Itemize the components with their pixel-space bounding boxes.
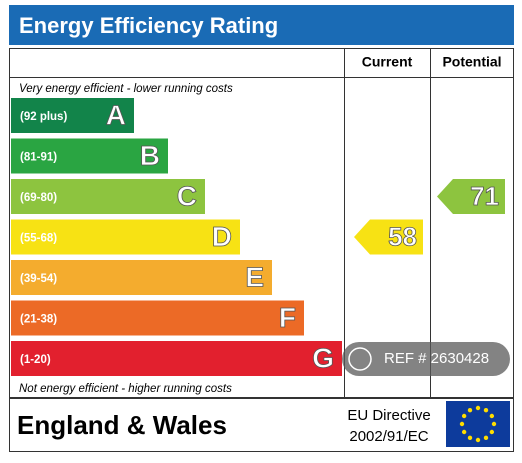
arrows: 58 71 bbox=[354, 179, 505, 255]
band-range: (55-68) bbox=[20, 233, 57, 245]
footer-frame bbox=[9, 398, 514, 452]
band-bar bbox=[11, 179, 205, 214]
rating-value: 58 bbox=[388, 221, 417, 251]
column-header: Potential bbox=[442, 54, 501, 70]
band-bar bbox=[11, 219, 240, 255]
band-range: (69-80) bbox=[20, 192, 57, 204]
band-letter: B bbox=[140, 140, 160, 171]
column-header: Current bbox=[362, 54, 413, 70]
eu-star bbox=[467, 407, 473, 413]
band-bar bbox=[11, 138, 168, 174]
band-letter: C bbox=[177, 180, 197, 211]
band-letter: G bbox=[312, 342, 334, 373]
band-bar bbox=[11, 98, 134, 133]
band-letter: A bbox=[106, 99, 126, 130]
table-frame bbox=[9, 48, 514, 398]
eu-star bbox=[475, 405, 481, 411]
band-range: (1-20) bbox=[20, 354, 51, 366]
band-letter: D bbox=[212, 221, 232, 252]
directive: 2002/91/EC bbox=[349, 428, 428, 445]
directive: EU Directive bbox=[347, 407, 430, 424]
eu-star bbox=[459, 421, 465, 427]
watermark-pill bbox=[342, 342, 510, 376]
eu-star bbox=[483, 407, 489, 413]
bands: (92 plus) A (81-91) B (69-80) C (55-68) D (39-54… bbox=[11, 98, 342, 376]
eu-star bbox=[467, 435, 473, 441]
eu-star bbox=[461, 429, 467, 435]
band-bar bbox=[11, 260, 272, 295]
title-bar bbox=[9, 5, 514, 45]
watermark: REF # 2630428 bbox=[384, 350, 489, 367]
title: Energy Efficiency Rating bbox=[19, 13, 278, 38]
band-range: (92 plus) bbox=[20, 111, 67, 123]
band-range: (21-38) bbox=[20, 314, 57, 326]
rating-value: 71 bbox=[470, 181, 499, 211]
band-range: (39-54) bbox=[20, 273, 57, 285]
band-letter: E bbox=[245, 261, 264, 292]
watermark-icon bbox=[348, 347, 372, 371]
eu-star bbox=[461, 413, 467, 419]
band-bar bbox=[11, 341, 342, 376]
region: England & Wales bbox=[17, 410, 227, 440]
eu-star bbox=[489, 429, 495, 435]
band-bar bbox=[11, 300, 304, 336]
eu-star bbox=[491, 421, 497, 427]
rating-arrow bbox=[437, 179, 505, 214]
band-range: (81-91) bbox=[20, 152, 57, 164]
bottom-note: Not energy efficient - higher running co… bbox=[19, 383, 232, 395]
top-note: Very energy efficient - lower running co… bbox=[19, 83, 233, 95]
eu-star bbox=[489, 413, 495, 419]
eu-star bbox=[483, 435, 489, 441]
band-letter: F bbox=[279, 302, 296, 333]
rating-arrow bbox=[354, 219, 423, 255]
eu-star bbox=[475, 437, 481, 443]
